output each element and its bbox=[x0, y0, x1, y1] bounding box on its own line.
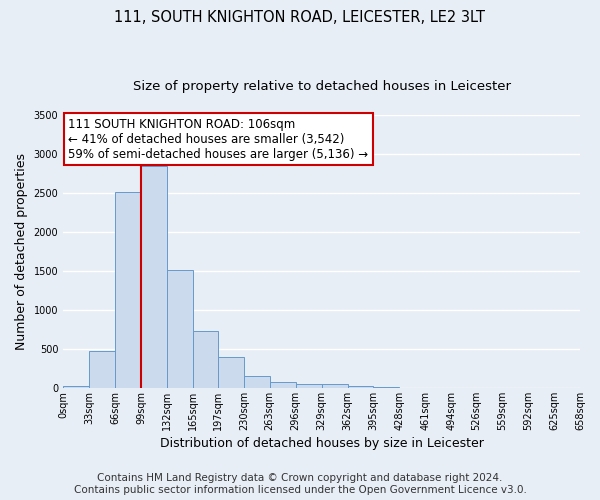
Bar bbox=[218, 358, 244, 388]
Bar bbox=[115, 192, 141, 388]
Bar bbox=[141, 166, 167, 388]
Bar bbox=[63, 386, 89, 388]
Bar bbox=[270, 382, 296, 388]
Text: 111 SOUTH KNIGHTON ROAD: 106sqm
← 41% of detached houses are smaller (3,542)
59%: 111 SOUTH KNIGHTON ROAD: 106sqm ← 41% of… bbox=[68, 118, 368, 160]
Bar bbox=[373, 386, 400, 388]
Y-axis label: Number of detached properties: Number of detached properties bbox=[15, 153, 28, 350]
Bar bbox=[89, 351, 115, 388]
X-axis label: Distribution of detached houses by size in Leicester: Distribution of detached houses by size … bbox=[160, 437, 484, 450]
Text: Contains HM Land Registry data © Crown copyright and database right 2024.
Contai: Contains HM Land Registry data © Crown c… bbox=[74, 474, 526, 495]
Title: Size of property relative to detached houses in Leicester: Size of property relative to detached ho… bbox=[133, 80, 511, 93]
Bar bbox=[193, 330, 218, 388]
Bar bbox=[347, 386, 373, 388]
Text: 111, SOUTH KNIGHTON ROAD, LEICESTER, LE2 3LT: 111, SOUTH KNIGHTON ROAD, LEICESTER, LE2… bbox=[115, 10, 485, 25]
Bar bbox=[167, 270, 193, 388]
Bar bbox=[296, 384, 322, 388]
Bar bbox=[322, 384, 347, 388]
Bar bbox=[244, 376, 270, 388]
